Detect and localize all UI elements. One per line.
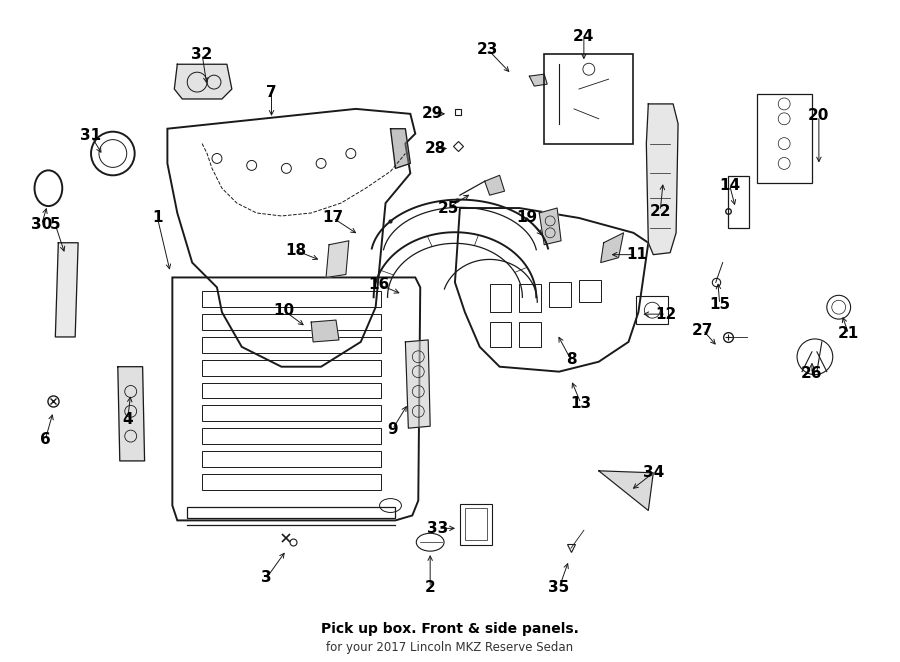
Text: 6: 6 <box>40 432 50 447</box>
Polygon shape <box>391 128 410 168</box>
Polygon shape <box>405 340 430 428</box>
Text: 17: 17 <box>322 211 344 226</box>
Text: 33: 33 <box>428 521 449 536</box>
Text: 4: 4 <box>122 412 133 427</box>
Polygon shape <box>539 208 561 245</box>
Text: 29: 29 <box>421 107 443 121</box>
Text: 10: 10 <box>273 303 294 318</box>
Bar <box>579 281 600 303</box>
Bar <box>490 322 511 347</box>
Text: 16: 16 <box>368 277 389 292</box>
Bar <box>519 322 541 347</box>
Polygon shape <box>311 320 339 342</box>
Text: 18: 18 <box>285 243 307 258</box>
Bar <box>202 314 381 330</box>
Text: 34: 34 <box>643 465 664 481</box>
Text: 9: 9 <box>387 422 398 437</box>
Bar <box>465 508 487 540</box>
Bar <box>202 337 381 353</box>
Text: 15: 15 <box>709 297 730 312</box>
Text: 35: 35 <box>548 581 570 595</box>
Polygon shape <box>646 104 678 255</box>
Text: 25: 25 <box>437 201 459 216</box>
Text: 22: 22 <box>650 203 671 218</box>
Polygon shape <box>485 175 505 195</box>
Bar <box>636 297 668 324</box>
Text: 12: 12 <box>655 307 677 322</box>
Text: 27: 27 <box>692 322 714 338</box>
Bar <box>460 504 491 545</box>
Text: 24: 24 <box>573 29 595 44</box>
Text: 1: 1 <box>152 211 163 226</box>
Text: 32: 32 <box>192 47 212 62</box>
Text: 23: 23 <box>477 42 499 57</box>
Text: 21: 21 <box>838 326 860 342</box>
Polygon shape <box>529 74 547 86</box>
Text: 14: 14 <box>719 177 740 193</box>
Text: 28: 28 <box>425 141 446 156</box>
Text: 2: 2 <box>425 581 436 595</box>
Polygon shape <box>598 471 653 510</box>
Polygon shape <box>55 243 78 337</box>
Polygon shape <box>326 241 349 277</box>
Text: 30: 30 <box>31 217 52 232</box>
Bar <box>202 383 381 399</box>
Text: 8: 8 <box>566 352 576 367</box>
Bar <box>549 283 571 307</box>
Bar <box>202 291 381 307</box>
Text: 26: 26 <box>801 366 823 381</box>
Polygon shape <box>118 367 145 461</box>
Text: 13: 13 <box>571 396 591 411</box>
Bar <box>202 428 381 444</box>
Text: 3: 3 <box>261 571 272 585</box>
Bar <box>519 285 541 312</box>
Bar <box>490 285 511 312</box>
Text: Pick up box. Front & side panels.: Pick up box. Front & side panels. <box>321 622 579 636</box>
Text: 5: 5 <box>50 217 60 232</box>
Polygon shape <box>175 64 232 99</box>
Bar <box>202 474 381 490</box>
Bar <box>202 451 381 467</box>
Polygon shape <box>600 233 624 263</box>
Text: 20: 20 <box>808 109 830 123</box>
Bar <box>728 176 750 228</box>
Bar <box>758 94 812 183</box>
Bar <box>544 54 634 144</box>
Text: 19: 19 <box>517 211 538 226</box>
Bar <box>187 506 395 518</box>
Bar <box>202 405 381 421</box>
Text: 7: 7 <box>266 85 277 99</box>
Bar <box>202 359 381 375</box>
Text: for your 2017 Lincoln MKZ Reserve Sedan: for your 2017 Lincoln MKZ Reserve Sedan <box>327 641 573 654</box>
Text: 11: 11 <box>626 247 647 262</box>
Text: 31: 31 <box>80 128 102 143</box>
